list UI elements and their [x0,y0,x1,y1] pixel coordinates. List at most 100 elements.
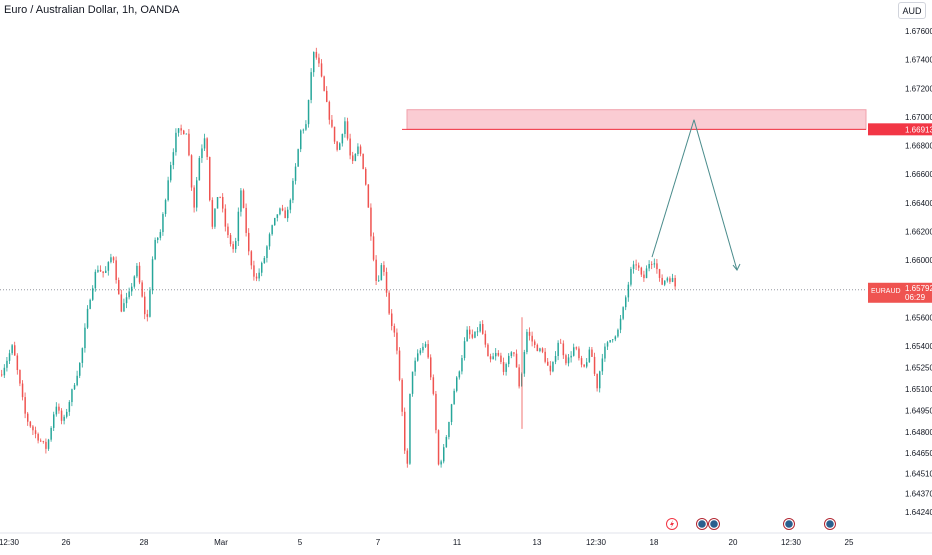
currency-button[interactable]: AUD [898,2,926,19]
candle-body [372,236,375,260]
candle-body [424,344,427,347]
current-price-tag [903,282,932,303]
y-axis-label: 1.66400 [905,199,932,208]
candle-body [229,235,232,245]
candle-body [671,278,674,282]
projection-down-line[interactable] [693,119,738,271]
x-axis-label: 12:30 [781,538,802,547]
zone-price-tag [868,123,932,136]
candle-body [196,180,198,208]
candle-body [346,121,349,139]
candle-body [380,265,383,281]
candle-body [383,265,385,272]
x-axis-label: 12:30 [586,538,607,547]
candle-body [367,184,370,208]
candle-body [487,344,489,357]
candle-body [245,207,247,233]
candle-body [435,393,437,431]
candle-body [120,294,123,312]
candle-body [40,440,42,442]
candle-body [248,232,250,252]
candle-body [580,358,583,365]
candle-body [354,153,357,161]
candle-body [560,342,562,344]
y-axis-label: 1.67400 [905,56,932,65]
candle-body [315,51,318,58]
candle-body [461,358,463,372]
candle-body [105,270,107,273]
candle-body [258,272,260,279]
candle-body [414,360,416,372]
candle-body [443,447,445,462]
candle-body [502,361,505,372]
candle-body [541,348,544,352]
candle-body [242,190,245,208]
candle-body [190,155,193,188]
candle-body [144,296,146,315]
candle-body [146,314,149,317]
candle-body [508,355,510,365]
candle-body [107,262,110,271]
candle-body [261,262,263,273]
candle-body [323,76,325,91]
candle-body [151,259,154,291]
candle-body [518,367,520,387]
candle-body [27,413,29,422]
candle-body [523,352,526,374]
candle-body [612,339,614,341]
candle-body [359,146,362,154]
candle-body [268,234,271,247]
candle-body [34,430,37,434]
resistance-zone[interactable] [406,109,867,130]
candle-body [138,265,141,283]
candle-body [573,347,575,356]
candle-body [352,155,354,161]
candle-body [8,353,11,361]
candle-body [505,364,507,372]
candle-body [596,373,598,389]
candle-body [177,128,180,133]
candle-body [656,263,658,270]
candle-body [81,348,84,363]
symbol-tag [868,282,903,303]
candle-body [643,274,645,279]
candle-body [14,345,16,356]
candle-body [162,213,164,233]
candle-body [271,225,273,235]
candle-body [409,393,411,464]
candle-body [463,341,466,359]
candle-body [222,197,224,209]
candle-body [375,259,377,281]
candle-body [172,152,175,166]
candle-body [622,307,624,319]
y-axis-label: 1.65250 [905,363,932,372]
candle-body [71,389,73,403]
candle-body [484,333,487,345]
candle-body [396,332,398,351]
candle-body [297,149,299,167]
candle-body [645,268,648,279]
x-axis-label: 26 [62,538,71,547]
candle-body [422,346,424,351]
candle-body [336,141,338,150]
candle-body [575,347,578,349]
candle-body [653,263,656,265]
candle-body [630,268,632,285]
candle-body [640,267,643,275]
candle-body [583,364,585,367]
candle-body [445,437,448,448]
candle-body [263,257,266,263]
candle-body [53,414,55,428]
projection-up-line[interactable] [651,119,695,258]
candle-body [141,282,143,297]
candle-body [458,371,461,378]
candle-body [593,356,596,374]
candle-body [526,331,528,353]
candle-body [102,271,104,273]
candle-body [495,352,497,357]
candle-body [606,342,609,347]
candle-body [224,208,227,227]
candle-body [393,325,396,333]
